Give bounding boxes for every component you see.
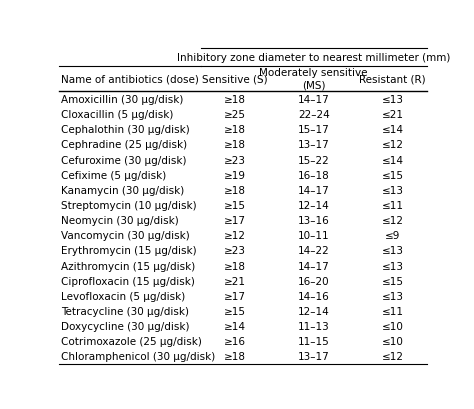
- Text: Chloramphenicol (30 μg/disk): Chloramphenicol (30 μg/disk): [61, 351, 215, 362]
- Text: Erythromycin (15 μg/disk): Erythromycin (15 μg/disk): [61, 246, 197, 256]
- Text: 16–18: 16–18: [298, 170, 329, 180]
- Text: ≥15: ≥15: [224, 200, 246, 211]
- Text: ≤11: ≤11: [382, 200, 404, 211]
- Text: ≥18: ≥18: [224, 95, 246, 105]
- Text: 14–16: 14–16: [298, 291, 329, 301]
- Text: ≤15: ≤15: [382, 170, 404, 180]
- Text: ≤13: ≤13: [382, 185, 404, 196]
- Text: Inhibitory zone diameter to nearest millimeter (mm): Inhibitory zone diameter to nearest mill…: [177, 53, 450, 63]
- Text: ≤14: ≤14: [382, 125, 404, 135]
- Text: ≥17: ≥17: [224, 291, 246, 301]
- Text: 22–24: 22–24: [298, 110, 329, 120]
- Text: ≥15: ≥15: [224, 306, 246, 316]
- Text: Cloxacillin (5 μg/disk): Cloxacillin (5 μg/disk): [61, 110, 173, 120]
- Text: 13–16: 13–16: [298, 216, 329, 225]
- Text: Neomycin (30 μg/disk): Neomycin (30 μg/disk): [61, 216, 179, 225]
- Text: 13–17: 13–17: [298, 351, 329, 362]
- Text: Cephradine (25 μg/disk): Cephradine (25 μg/disk): [61, 140, 187, 150]
- Text: ≤14: ≤14: [382, 155, 404, 165]
- Text: ≥12: ≥12: [224, 231, 246, 240]
- Text: 15–17: 15–17: [298, 125, 329, 135]
- Text: 11–15: 11–15: [298, 336, 329, 346]
- Text: Cefixime (5 μg/disk): Cefixime (5 μg/disk): [61, 170, 166, 180]
- Text: Amoxicillin (30 μg/disk): Amoxicillin (30 μg/disk): [61, 95, 183, 105]
- Text: Cotrimoxazole (25 μg/disk): Cotrimoxazole (25 μg/disk): [61, 336, 202, 346]
- Text: ≥19: ≥19: [224, 170, 246, 180]
- Text: ≥18: ≥18: [224, 125, 246, 135]
- Text: Cefuroxime (30 μg/disk): Cefuroxime (30 μg/disk): [61, 155, 187, 165]
- Text: ≤9: ≤9: [385, 231, 401, 240]
- Text: Ciprofloxacin (15 μg/disk): Ciprofloxacin (15 μg/disk): [61, 276, 195, 286]
- Text: ≤12: ≤12: [382, 216, 404, 225]
- Text: ≤12: ≤12: [382, 351, 404, 362]
- Text: ≥21: ≥21: [224, 276, 246, 286]
- Text: ≤13: ≤13: [382, 246, 404, 256]
- Text: ≤13: ≤13: [382, 291, 404, 301]
- Text: Kanamycin (30 μg/disk): Kanamycin (30 μg/disk): [61, 185, 184, 196]
- Text: 12–14: 12–14: [298, 306, 329, 316]
- Text: ≤10: ≤10: [382, 336, 403, 346]
- Text: ≥18: ≥18: [224, 140, 246, 150]
- Text: Vancomycin (30 μg/disk): Vancomycin (30 μg/disk): [61, 231, 190, 240]
- Text: 14–22: 14–22: [298, 246, 329, 256]
- Text: ≤10: ≤10: [382, 321, 403, 331]
- Text: 13–17: 13–17: [298, 140, 329, 150]
- Text: 11–13: 11–13: [298, 321, 329, 331]
- Text: ≥25: ≥25: [224, 110, 246, 120]
- Text: ≤13: ≤13: [382, 261, 404, 271]
- Text: ≥18: ≥18: [224, 261, 246, 271]
- Text: Sensitive (S): Sensitive (S): [202, 74, 267, 84]
- Text: ≥14: ≥14: [224, 321, 246, 331]
- Text: 12–14: 12–14: [298, 200, 329, 211]
- Text: Levofloxacin (5 μg/disk): Levofloxacin (5 μg/disk): [61, 291, 185, 301]
- Text: 14–17: 14–17: [298, 185, 329, 196]
- Text: Name of antibiotics (dose): Name of antibiotics (dose): [61, 74, 199, 84]
- Text: 14–17: 14–17: [298, 95, 329, 105]
- Text: 16–20: 16–20: [298, 276, 329, 286]
- Text: ≤13: ≤13: [382, 95, 404, 105]
- Text: ≤15: ≤15: [382, 276, 404, 286]
- Text: Streptomycin (10 μg/disk): Streptomycin (10 μg/disk): [61, 200, 197, 211]
- Text: Tetracycline (30 μg/disk): Tetracycline (30 μg/disk): [61, 306, 189, 316]
- Text: Azithromycin (15 μg/disk): Azithromycin (15 μg/disk): [61, 261, 195, 271]
- Text: ≤12: ≤12: [382, 140, 404, 150]
- Text: ≤21: ≤21: [382, 110, 404, 120]
- Text: ≥18: ≥18: [224, 351, 246, 362]
- Text: ≤11: ≤11: [382, 306, 404, 316]
- Text: 15–22: 15–22: [298, 155, 329, 165]
- Text: Cephalothin (30 μg/disk): Cephalothin (30 μg/disk): [61, 125, 190, 135]
- Text: ≥23: ≥23: [224, 246, 246, 256]
- Text: 14–17: 14–17: [298, 261, 329, 271]
- Text: ≥17: ≥17: [224, 216, 246, 225]
- Text: 10–11: 10–11: [298, 231, 329, 240]
- Text: Resistant (R): Resistant (R): [359, 74, 426, 84]
- Text: Doxycycline (30 μg/disk): Doxycycline (30 μg/disk): [61, 321, 190, 331]
- Text: ≥16: ≥16: [224, 336, 246, 346]
- Text: Moderately sensitive
(MS): Moderately sensitive (MS): [259, 68, 368, 90]
- Text: ≥18: ≥18: [224, 185, 246, 196]
- Text: ≥23: ≥23: [224, 155, 246, 165]
